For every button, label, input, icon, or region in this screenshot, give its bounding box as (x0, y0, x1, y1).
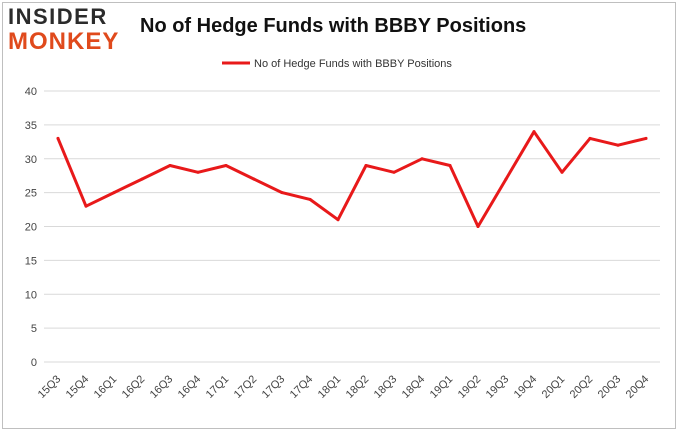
y-tick-label: 20 (25, 222, 37, 234)
x-tick-label: 16Q1 (92, 373, 120, 401)
x-tick-label: 16Q4 (176, 373, 204, 401)
y-tick-label: 30 (25, 154, 37, 166)
grid-layer (44, 90, 660, 363)
x-tick-label: 18Q1 (316, 373, 344, 401)
data-point (504, 177, 508, 181)
data-point (364, 164, 368, 168)
insider-monkey-logo: INSIDER MONKEY (8, 5, 128, 57)
legend: No of Hedge Funds with BBBY Positions (222, 58, 452, 70)
x-tick-label: 19Q4 (512, 373, 540, 401)
data-point (616, 143, 620, 147)
x-tick-label: 17Q3 (260, 373, 288, 401)
x-tick-label: 20Q3 (596, 373, 624, 401)
x-tick-label: 20Q2 (568, 373, 596, 401)
x-tick-label: 20Q4 (624, 373, 652, 401)
series-line (56, 130, 648, 228)
data-point (392, 170, 396, 174)
data-point (112, 191, 116, 195)
logo-text-insider: INSIDER (8, 4, 108, 29)
logo-text-monkey: MONKEY (8, 28, 120, 55)
x-tick-label: 17Q1 (204, 373, 232, 401)
data-point (588, 136, 592, 140)
x-tick-label: 17Q2 (232, 373, 260, 401)
data-point (280, 191, 284, 195)
x-tick-label: 16Q3 (148, 373, 176, 401)
x-tick-label: 15Q3 (36, 373, 64, 401)
data-point (140, 177, 144, 181)
x-tick-label: 19Q1 (428, 373, 456, 401)
series-layer (56, 130, 648, 228)
x-tick-label: 18Q2 (344, 373, 372, 401)
x-tick-label: 18Q4 (400, 373, 428, 401)
x-tick-label: 20Q1 (540, 373, 568, 401)
x-tick-label: 19Q2 (456, 373, 484, 401)
legend-label: No of Hedge Funds with BBBY Positions (254, 58, 452, 70)
data-point (168, 164, 172, 168)
data-point (252, 177, 256, 181)
x-tick-label: 19Q3 (484, 373, 512, 401)
data-point (336, 218, 340, 222)
data-point (560, 170, 564, 174)
data-point (644, 136, 648, 140)
data-point (476, 225, 480, 228)
axis-layer: 0 5 10 15 20 25 30 35 40 15Q3 15Q4 16Q1 16Q2 16Q3 16Q4… (25, 86, 652, 401)
data-point (420, 157, 424, 161)
y-tick-label: 10 (25, 289, 37, 301)
y-tick-label: 40 (25, 86, 37, 98)
x-tick-label: 15Q4 (64, 373, 92, 401)
x-tick-label: 18Q3 (372, 373, 400, 401)
y-tick-label: 0 (31, 357, 37, 369)
y-tick-label: 5 (31, 323, 37, 335)
x-tick-label: 17Q4 (288, 373, 316, 401)
data-point (224, 164, 228, 168)
data-point (308, 197, 312, 201)
data-point (532, 130, 536, 134)
data-point (196, 170, 200, 174)
x-tick-label: 16Q2 (120, 373, 148, 401)
chart-title: No of Hedge Funds with BBBY Positions (140, 15, 527, 37)
data-point (448, 164, 452, 168)
data-point (56, 136, 60, 140)
data-point (84, 204, 88, 208)
y-tick-label: 25 (25, 188, 37, 200)
y-tick-label: 15 (25, 255, 37, 267)
y-tick-label: 35 (25, 120, 37, 132)
